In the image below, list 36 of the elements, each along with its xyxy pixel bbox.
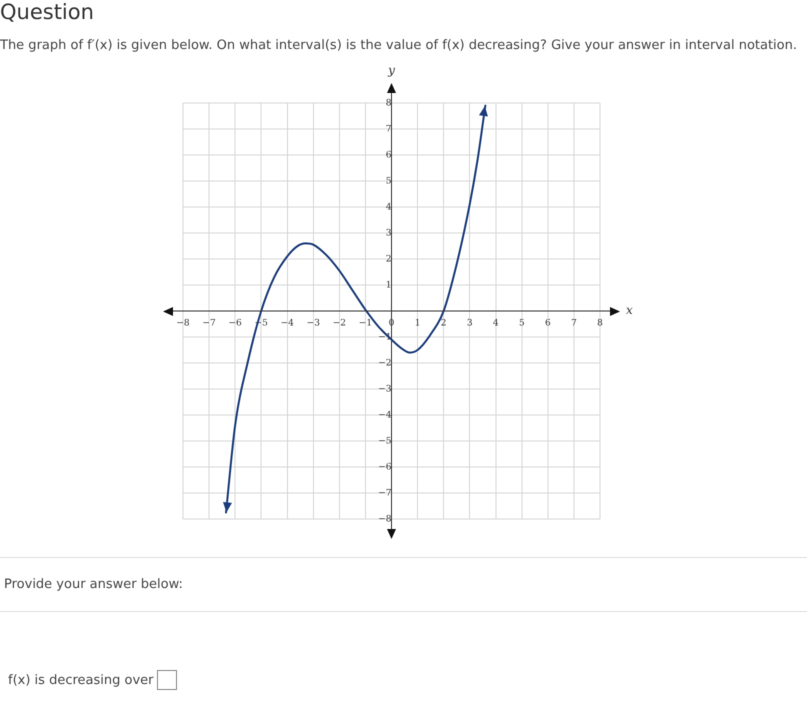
y-tick-label: 4 <box>386 202 392 212</box>
chart-title: Question <box>0 0 94 24</box>
x-tick-label: 1 <box>414 318 420 329</box>
x-tick-label: 4 <box>492 318 499 329</box>
y-tick-label: −3 <box>378 384 392 394</box>
y-tick-label: 8 <box>386 98 392 108</box>
y-tick-label: −6 <box>378 462 392 472</box>
y-tick-label: −4 <box>378 410 392 420</box>
text: f(x) is decreasing over <box>8 672 154 688</box>
x-tick-label: −4 <box>280 318 294 329</box>
y-tick-label: 5 <box>386 176 392 186</box>
y-tick-label: 1 <box>386 280 392 290</box>
x-tick-label: −7 <box>202 318 216 329</box>
x-tick-label: 3 <box>466 318 473 329</box>
x-tick-label: 2 <box>440 318 446 329</box>
y-tick-label: −5 <box>378 436 392 446</box>
y-tick-label: 2 <box>386 254 392 264</box>
y-tick-label: 7 <box>386 124 392 134</box>
y-axis-title: y <box>387 63 396 78</box>
x-tick-label: 5 <box>518 318 525 329</box>
text: Provide your answer below: <box>4 577 183 592</box>
x-tick-label: −2 <box>332 318 346 329</box>
y-tick-label: 6 <box>386 150 392 160</box>
x-tick-label: 8 <box>597 318 604 329</box>
chart-subtitle: The graph of f′(x) is given below. On what interval(s) is the value of f(x) decreasing? Give your answer in interval notation. <box>0 38 797 53</box>
x-tick-label: −3 <box>306 318 320 329</box>
y-tick-label: 3 <box>386 228 392 238</box>
y-tick-label: −8 <box>378 514 392 524</box>
x-tick-label: −8 <box>176 318 190 329</box>
x-tick-label: 7 <box>571 318 578 329</box>
y-tick-label: −2 <box>378 358 392 368</box>
x-tick-label: −1 <box>358 318 372 329</box>
x-tick-label: −6 <box>228 318 242 329</box>
x-tick-label: 6 <box>545 318 552 329</box>
x-axis-title: x <box>626 303 633 318</box>
y-tick-label: −7 <box>378 488 392 498</box>
